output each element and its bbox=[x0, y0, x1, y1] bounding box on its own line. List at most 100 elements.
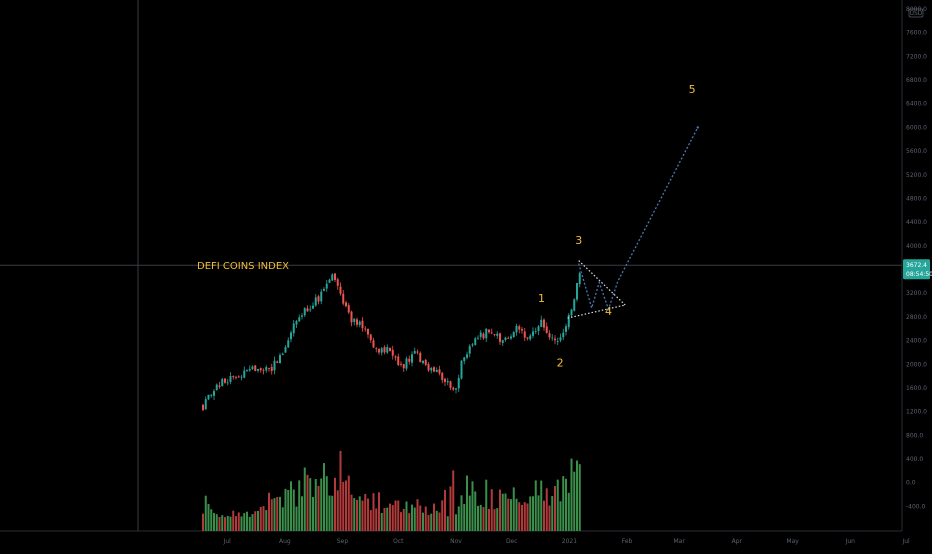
volume-bar bbox=[543, 500, 545, 531]
volume-bar bbox=[320, 478, 323, 531]
y-tick-label: 800.0 bbox=[906, 432, 923, 439]
volume-bar bbox=[331, 495, 334, 531]
volume-bar bbox=[562, 476, 565, 531]
x-tick-label: Feb bbox=[622, 538, 633, 545]
volume-bar bbox=[411, 504, 413, 531]
candle-body bbox=[375, 347, 378, 349]
volume-bar bbox=[325, 476, 328, 531]
y-tick-label: 400.0 bbox=[906, 456, 923, 463]
price-axis[interactable]: -400.0 0.0 400.0 800.0 1200.0 1600.0 2000.0 240… bbox=[903, 6, 932, 510]
volume-bar bbox=[413, 507, 416, 531]
candle-body bbox=[408, 358, 411, 362]
candle-body bbox=[342, 293, 345, 304]
candle-body bbox=[259, 368, 262, 371]
candle-body bbox=[336, 279, 339, 286]
y-tick-label: 2400.0 bbox=[906, 338, 927, 345]
current-price-label: 3672.4 bbox=[906, 262, 927, 269]
volume-bar bbox=[554, 486, 556, 531]
volume-bar bbox=[202, 513, 204, 531]
volume-bar bbox=[452, 470, 455, 531]
candle-body bbox=[556, 341, 559, 342]
volume-bar bbox=[389, 503, 391, 531]
candle-body bbox=[468, 346, 471, 354]
volume-bar bbox=[248, 516, 251, 531]
candle-body bbox=[507, 337, 510, 339]
candle-body bbox=[270, 366, 273, 372]
x-tick-label: Nov bbox=[450, 538, 462, 545]
volume-bar bbox=[334, 477, 336, 531]
candle-body bbox=[378, 348, 380, 353]
candle-body bbox=[543, 319, 545, 328]
volume-bar bbox=[281, 507, 284, 531]
volume-bar bbox=[207, 504, 210, 531]
volume-bar bbox=[309, 478, 312, 531]
volume-bar bbox=[545, 488, 548, 531]
candle-body bbox=[471, 344, 474, 346]
volume-bar bbox=[306, 474, 309, 531]
candle-body bbox=[452, 387, 455, 390]
candle-body bbox=[328, 279, 331, 283]
volume-bar bbox=[273, 498, 276, 531]
volume-bar bbox=[314, 478, 317, 531]
candle-body bbox=[405, 358, 408, 369]
candle-body bbox=[441, 372, 444, 380]
candle-body bbox=[281, 353, 284, 355]
volume-bar bbox=[573, 471, 576, 531]
candle-body bbox=[488, 329, 490, 333]
volume-bar bbox=[323, 463, 325, 531]
volume-bar bbox=[523, 502, 526, 531]
candle-body bbox=[221, 379, 224, 387]
y-tick-label: 7200.0 bbox=[906, 53, 927, 60]
volume-bar bbox=[482, 507, 485, 531]
candle-body bbox=[240, 376, 243, 378]
triangle-upper-line bbox=[578, 260, 626, 306]
candle-body bbox=[248, 369, 251, 371]
volume-bar bbox=[474, 491, 477, 531]
x-tick-label: Oct bbox=[393, 538, 404, 545]
volume-bar bbox=[501, 493, 504, 531]
y-tick-label: 4000.0 bbox=[906, 243, 927, 250]
y-tick-label: -400.0 bbox=[906, 503, 926, 510]
volume-bar bbox=[210, 509, 213, 531]
volume-bar bbox=[339, 450, 342, 531]
candle-body bbox=[320, 291, 323, 302]
candle-body bbox=[455, 388, 457, 390]
candle-body bbox=[496, 333, 499, 336]
volume-bar bbox=[466, 475, 468, 531]
candle-body bbox=[504, 337, 507, 340]
volume-bar bbox=[364, 493, 367, 531]
candle-body bbox=[367, 329, 369, 335]
volume-bar bbox=[287, 489, 290, 531]
candle-body bbox=[559, 337, 562, 341]
volume-bar bbox=[298, 480, 301, 531]
candle-body bbox=[512, 332, 515, 337]
candle-body bbox=[424, 359, 427, 365]
time-axis[interactable]: Jul Aug Sep Oct Nov Dec 2021 Feb Mar Apr May Jun Jul… bbox=[223, 538, 932, 545]
volume-bar bbox=[435, 510, 438, 531]
volume-bar bbox=[369, 510, 372, 531]
candle-body bbox=[573, 299, 576, 311]
volume-bar bbox=[402, 508, 405, 531]
candle-body bbox=[364, 328, 367, 330]
volume-bar bbox=[345, 480, 347, 531]
volume-bar bbox=[570, 458, 573, 531]
volume-bar bbox=[578, 464, 581, 531]
currency-badge-label: USD bbox=[910, 10, 923, 17]
currency-badge[interactable]: USD bbox=[908, 8, 924, 18]
candle-body bbox=[262, 370, 265, 372]
candle-body bbox=[226, 382, 229, 384]
y-tick-label: 2000.0 bbox=[906, 361, 927, 368]
volume-bar bbox=[526, 503, 529, 531]
candle-body bbox=[243, 370, 246, 378]
volume-bar bbox=[567, 492, 570, 531]
candle-body bbox=[523, 331, 526, 338]
candle-body bbox=[287, 340, 290, 348]
candle-body bbox=[356, 319, 358, 325]
candle-body bbox=[279, 355, 281, 364]
x-tick-label: Aug bbox=[279, 538, 291, 545]
volume-bar bbox=[380, 512, 383, 531]
candle-body bbox=[386, 347, 389, 353]
